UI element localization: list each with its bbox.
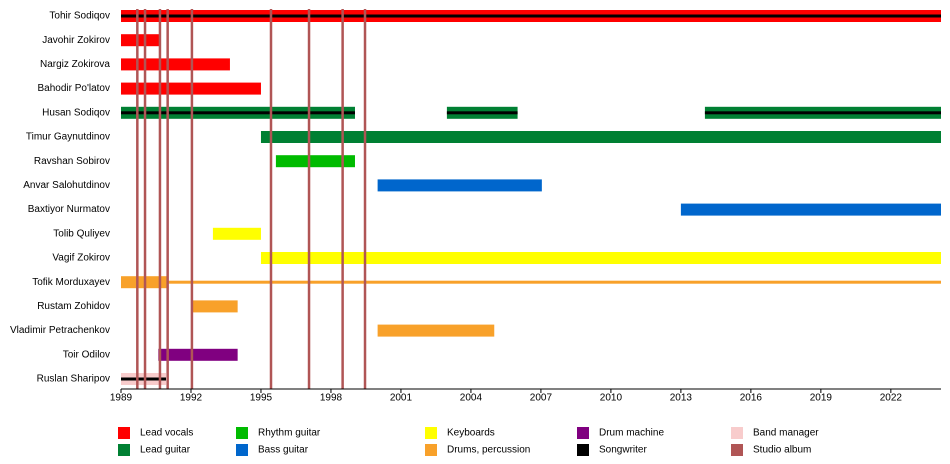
- legend-swatch: [577, 427, 589, 439]
- legend-swatch: [731, 444, 743, 456]
- legend-label: Lead vocals: [140, 428, 193, 439]
- legend-swatch: [577, 444, 589, 456]
- x-tick-label: 1998: [320, 393, 343, 404]
- member-bar: [121, 377, 167, 381]
- legend-label: Drums, percussion: [447, 445, 530, 456]
- member-label: Toir Odilov: [63, 349, 110, 360]
- legend-swatch: [425, 444, 437, 456]
- x-tick-label: 2004: [460, 393, 483, 404]
- legend-label: Rhythm guitar: [258, 428, 321, 439]
- x-tick-label: 2007: [530, 393, 553, 404]
- x-tick-label: 1995: [250, 393, 273, 404]
- member-label: Baxtiyor Nurmatov: [28, 204, 110, 215]
- member-bar: [275, 155, 355, 168]
- member-label: Tolib Quliyev: [53, 228, 110, 239]
- x-tick-label: 1989: [110, 393, 133, 404]
- member-label: Vladimir Petrachenkov: [10, 325, 110, 336]
- x-tick-label: 2016: [740, 393, 763, 404]
- member-label: Ravshan Sobirov: [34, 156, 110, 167]
- legend-label: Keyboards: [447, 428, 495, 439]
- member-bar: [680, 203, 941, 216]
- legend-swatch: [118, 427, 130, 439]
- member-bar: [158, 348, 238, 361]
- x-tick-label: 2022: [880, 393, 903, 404]
- member-bar: [377, 324, 495, 337]
- member-bar: [190, 300, 238, 313]
- x-tick-label: 2001: [390, 393, 413, 404]
- member-label: Anvar Salohutdinov: [23, 180, 110, 191]
- legend-label: Studio album: [753, 445, 811, 456]
- member-label: Timur Gaynutdinov: [26, 132, 110, 143]
- member-label: Vagif Zokirov: [52, 253, 110, 264]
- member-bar: [212, 227, 261, 240]
- legend-swatch: [236, 427, 248, 439]
- legend-label: Drum machine: [599, 428, 664, 439]
- x-tick-label: 2010: [600, 393, 623, 404]
- member-label: Rustam Zohidov: [37, 301, 110, 312]
- legend-label: Band manager: [753, 428, 819, 439]
- x-tick-label: 1992: [180, 393, 203, 404]
- member-bar: [167, 280, 942, 284]
- legend-label: Bass guitar: [258, 445, 309, 456]
- member-bar: [121, 34, 160, 47]
- legend-label: Songwriter: [599, 445, 647, 456]
- member-label: Bahodir Po'latov: [37, 83, 110, 94]
- member-bar: [446, 111, 518, 115]
- member-label: Nargiz Zokirova: [40, 59, 110, 70]
- legend-swatch: [236, 444, 248, 456]
- member-bar: [121, 111, 355, 115]
- member-label: Javohir Zokirov: [42, 35, 110, 46]
- member-label: Tohir Sodiqov: [49, 11, 110, 22]
- member-bar: [260, 131, 941, 143]
- member-bar: [121, 14, 941, 18]
- legend-swatch: [731, 427, 743, 439]
- legend-swatch: [118, 444, 130, 456]
- member-bar: [704, 111, 941, 115]
- member-bar: [260, 252, 941, 264]
- member-label: Ruslan Sharipov: [37, 374, 110, 385]
- member-bar: [121, 58, 230, 71]
- legend-swatch: [425, 427, 437, 439]
- member-label: Husan Sodiqov: [42, 107, 110, 118]
- legend-label: Lead guitar: [140, 445, 191, 456]
- member-label: Tofik Morduxayev: [32, 277, 110, 288]
- x-tick-label: 2013: [670, 393, 693, 404]
- x-tick-label: 2019: [810, 393, 833, 404]
- member-bar: [377, 179, 542, 192]
